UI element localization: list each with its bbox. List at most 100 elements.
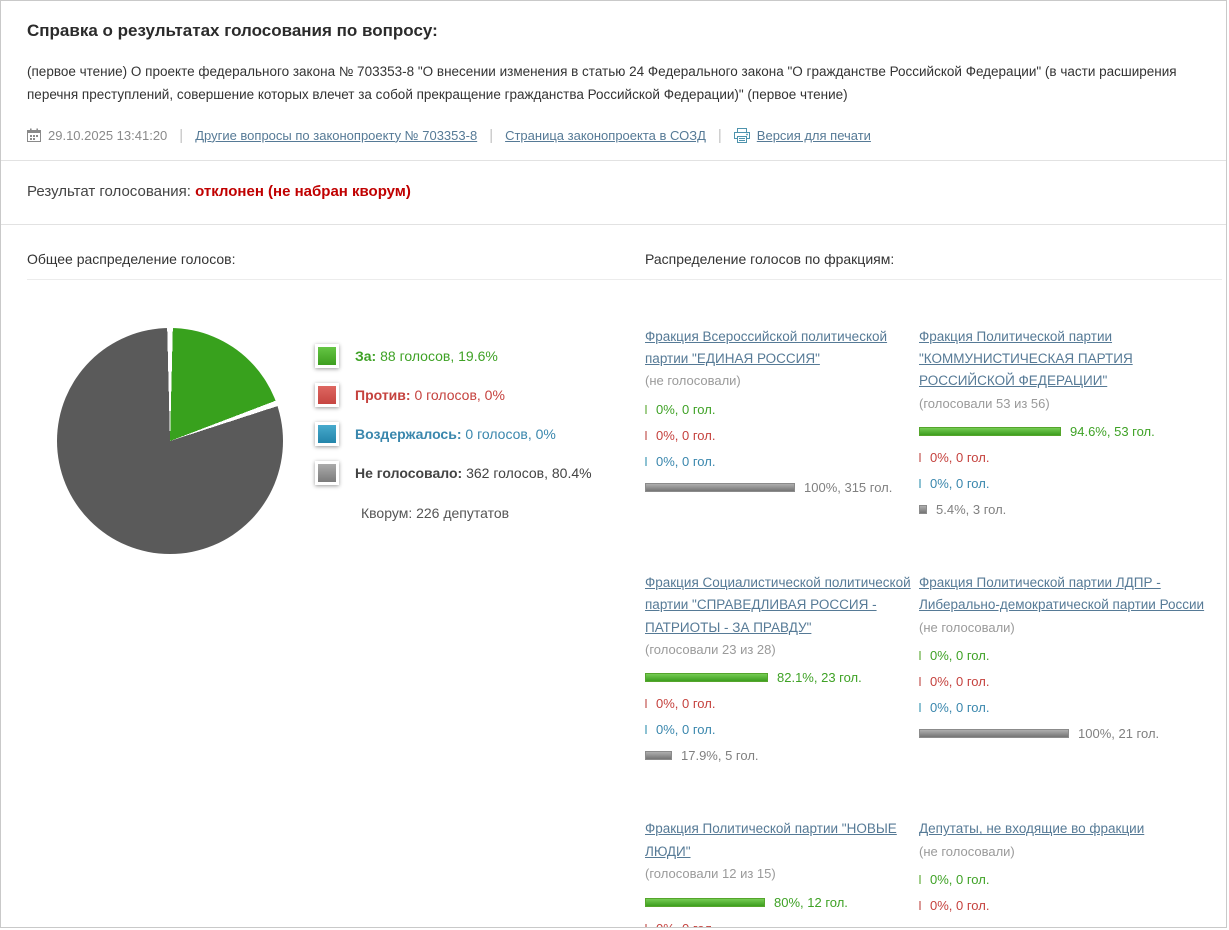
faction-block: Фракция Политической партии "КОММУНИСТИЧ… bbox=[919, 326, 1225, 528]
result-divider bbox=[1, 223, 1226, 225]
vote-bar-row: 0%, 0 гол. bbox=[645, 428, 919, 443]
factions-section-title: Распределение голосов по фракциям: bbox=[645, 239, 1222, 280]
faction-block: Депутаты, не входящие во фракции (не гол… bbox=[919, 818, 1225, 928]
faction-bars: 94.6%, 53 гол. 0%, 0 гол. 0%, 0 гол. 5.4… bbox=[919, 424, 1225, 517]
faction-block: Фракция Политической партии "НОВЫЕ ЛЮДИ"… bbox=[645, 818, 919, 927]
faction-block: Фракция Всероссийской политической парти… bbox=[645, 326, 919, 506]
vote-bar bbox=[919, 505, 927, 515]
other-questions-link[interactable]: Другие вопросы по законопроекту № 703353… bbox=[195, 127, 478, 143]
factions-section: Распределение голосов по фракциям: Фракц… bbox=[645, 239, 1225, 928]
vote-bar-label: 0%, 0 гол. bbox=[930, 648, 990, 664]
header: Справка о результатах голосования по воп… bbox=[1, 1, 1226, 160]
vote-bar-label: 100%, 315 гол. bbox=[804, 479, 893, 495]
legend-swatch bbox=[315, 343, 339, 368]
calendar-icon bbox=[27, 128, 41, 143]
faction-bars: 0%, 0 гол. 0%, 0 гол. 0%, 0 гол. 100%, 3… bbox=[645, 402, 919, 495]
vote-bar bbox=[645, 751, 672, 761]
vote-bar-label: 100%, 21 гол. bbox=[1078, 726, 1160, 742]
vote-bar-row: 0%, 0 гол. bbox=[645, 696, 919, 711]
vote-bar-row: 0%, 0 гол. bbox=[919, 898, 1225, 913]
vote-datetime: 29.10.2025 13:41:20 bbox=[48, 127, 168, 143]
header-divider bbox=[1, 159, 1226, 161]
vote-bar-row: 0%, 0 гол. bbox=[919, 924, 1225, 928]
vote-bar-label: 0%, 0 гол. bbox=[930, 476, 990, 492]
quorum-text: Кворум: 226 депутатов bbox=[361, 504, 510, 521]
faction-block: Фракция Социалистической политической па… bbox=[645, 572, 919, 774]
vote-bar bbox=[919, 677, 921, 687]
faction-link[interactable]: Фракция Политической партии "КОММУНИСТИЧ… bbox=[919, 328, 1133, 389]
faction-link[interactable]: Фракция Социалистической политической па… bbox=[645, 575, 911, 635]
legend-label: Воздержалось: 0 голосов, 0% bbox=[355, 425, 556, 442]
vote-bar bbox=[919, 901, 921, 911]
faction-bars: 0%, 0 гол. 0%, 0 гол. 0%, 0 гол. 100%, 3… bbox=[919, 872, 1225, 928]
faction-bars: 80%, 12 гол. 0%, 0 гол. 0%, 0 гол. 20%, … bbox=[645, 895, 919, 927]
vote-bar-row: 5.4%, 3 гол. bbox=[919, 502, 1225, 517]
vote-bar bbox=[645, 430, 647, 440]
vote-bar bbox=[919, 479, 921, 489]
vote-bar-row: 100%, 315 гол. bbox=[645, 480, 919, 495]
legend-swatch bbox=[315, 382, 339, 407]
overall-section-title: Общее распределение голосов: bbox=[27, 239, 645, 280]
vote-bar bbox=[919, 651, 921, 661]
meta-separator: | bbox=[489, 126, 494, 144]
vote-bar-label: 0%, 0 гол. bbox=[930, 700, 990, 716]
vote-bar-label: 0%, 0 гол. bbox=[930, 872, 990, 888]
vote-bar-label: 0%, 0 гол. bbox=[930, 924, 989, 927]
faction-subtitle: (голосовали 12 из 15) bbox=[645, 866, 776, 881]
vote-bar-row: 0%, 0 гол. bbox=[919, 674, 1225, 689]
vote-bar bbox=[645, 897, 765, 907]
meta-separator: | bbox=[179, 126, 184, 144]
vote-bar bbox=[919, 927, 921, 928]
vote-bar bbox=[645, 482, 795, 492]
vote-bar-label: 0%, 0 гол. bbox=[656, 401, 716, 417]
vote-bar-row: 0%, 0 гол. bbox=[645, 454, 919, 469]
meta-separator: | bbox=[717, 126, 722, 144]
legend-label: Не голосовало: 362 голосов, 80.4% bbox=[355, 464, 592, 481]
vote-bar-label: 82.1%, 23 гол. bbox=[777, 670, 862, 686]
print-version-link[interactable]: Версия для печати bbox=[756, 127, 871, 143]
vote-bar-label: 0%, 0 гол. bbox=[930, 450, 990, 466]
printer-icon bbox=[733, 127, 750, 143]
vote-bar bbox=[919, 703, 921, 713]
legend-label: За: 88 голосов, 19.6% bbox=[355, 347, 498, 364]
faction-bars: 0%, 0 гол. 0%, 0 гол. 0%, 0 гол. 100%, 2… bbox=[919, 648, 1225, 741]
vote-bar-label: 0%, 0 гол. bbox=[656, 696, 716, 712]
faction-link[interactable]: Фракция Политической партии ЛДПР - Либер… bbox=[919, 575, 1205, 613]
question-description: (первое чтение) О проекте федерального з… bbox=[27, 64, 1177, 102]
faction-link[interactable]: Фракция Политической партии "НОВЫЕ ЛЮДИ" bbox=[645, 821, 897, 859]
vote-bar bbox=[919, 729, 1069, 739]
vote-bar-label: 5.4%, 3 гол. bbox=[936, 502, 1007, 518]
sozd-page-link[interactable]: Страница законопроекта в СОЗД bbox=[505, 127, 706, 143]
faction-subtitle: (не голосовали) bbox=[645, 373, 741, 389]
vote-bar bbox=[645, 456, 647, 466]
vote-bar-label: 0%, 0 гол. bbox=[656, 453, 716, 469]
pie-legend: За: 88 голосов, 19.6% Против: 0 голосов,… bbox=[315, 328, 592, 554]
vote-bar bbox=[645, 699, 647, 709]
overall-votes-section: Общее распределение голосов: За: 88 голо… bbox=[27, 239, 645, 927]
vote-bar-row: 94.6%, 53 гол. bbox=[919, 424, 1225, 439]
legend-swatch bbox=[315, 421, 339, 446]
vote-bar-row: 0%, 0 гол. bbox=[919, 450, 1225, 465]
faction-subtitle: (не голосовали) bbox=[919, 843, 1015, 859]
vote-result-row: Результат голосования: отклонен (не набр… bbox=[1, 161, 1226, 224]
legend-item: Не голосовало: 362 голосов, 80.4% bbox=[315, 460, 592, 485]
vote-bar-label: 0%, 0 гол. bbox=[656, 427, 716, 443]
content-columns: Общее распределение голосов: За: 88 голо… bbox=[1, 225, 1226, 928]
overall-chart-area: За: 88 голосов, 19.6% Против: 0 голосов,… bbox=[27, 327, 645, 554]
vote-bar-row: 0%, 0 гол. bbox=[919, 700, 1225, 715]
vote-bar bbox=[919, 427, 1061, 437]
vote-bar-row: 80%, 12 гол. bbox=[645, 895, 919, 910]
legend-item: Воздержалось: 0 голосов, 0% bbox=[315, 421, 592, 446]
legend-label: Против: 0 голосов, 0% bbox=[355, 386, 505, 403]
vote-bar-row: 82.1%, 23 гол. bbox=[645, 670, 919, 685]
faction-grid: Фракция Всероссийской политической парти… bbox=[645, 326, 1225, 928]
vote-bar-row: 0%, 0 гол. bbox=[645, 402, 919, 417]
vote-bar-row: 0%, 0 гол. bbox=[645, 722, 919, 737]
vote-bar bbox=[919, 875, 921, 885]
faction-link[interactable]: Депутаты, не входящие во фракции bbox=[919, 821, 1145, 837]
faction-link[interactable]: Фракция Всероссийской политической парти… bbox=[645, 328, 888, 367]
faction-subtitle: (не голосовали) bbox=[919, 619, 1015, 635]
faction-block: Фракция Политической партии ЛДПР - Либер… bbox=[919, 572, 1225, 752]
vote-bar bbox=[645, 725, 647, 735]
